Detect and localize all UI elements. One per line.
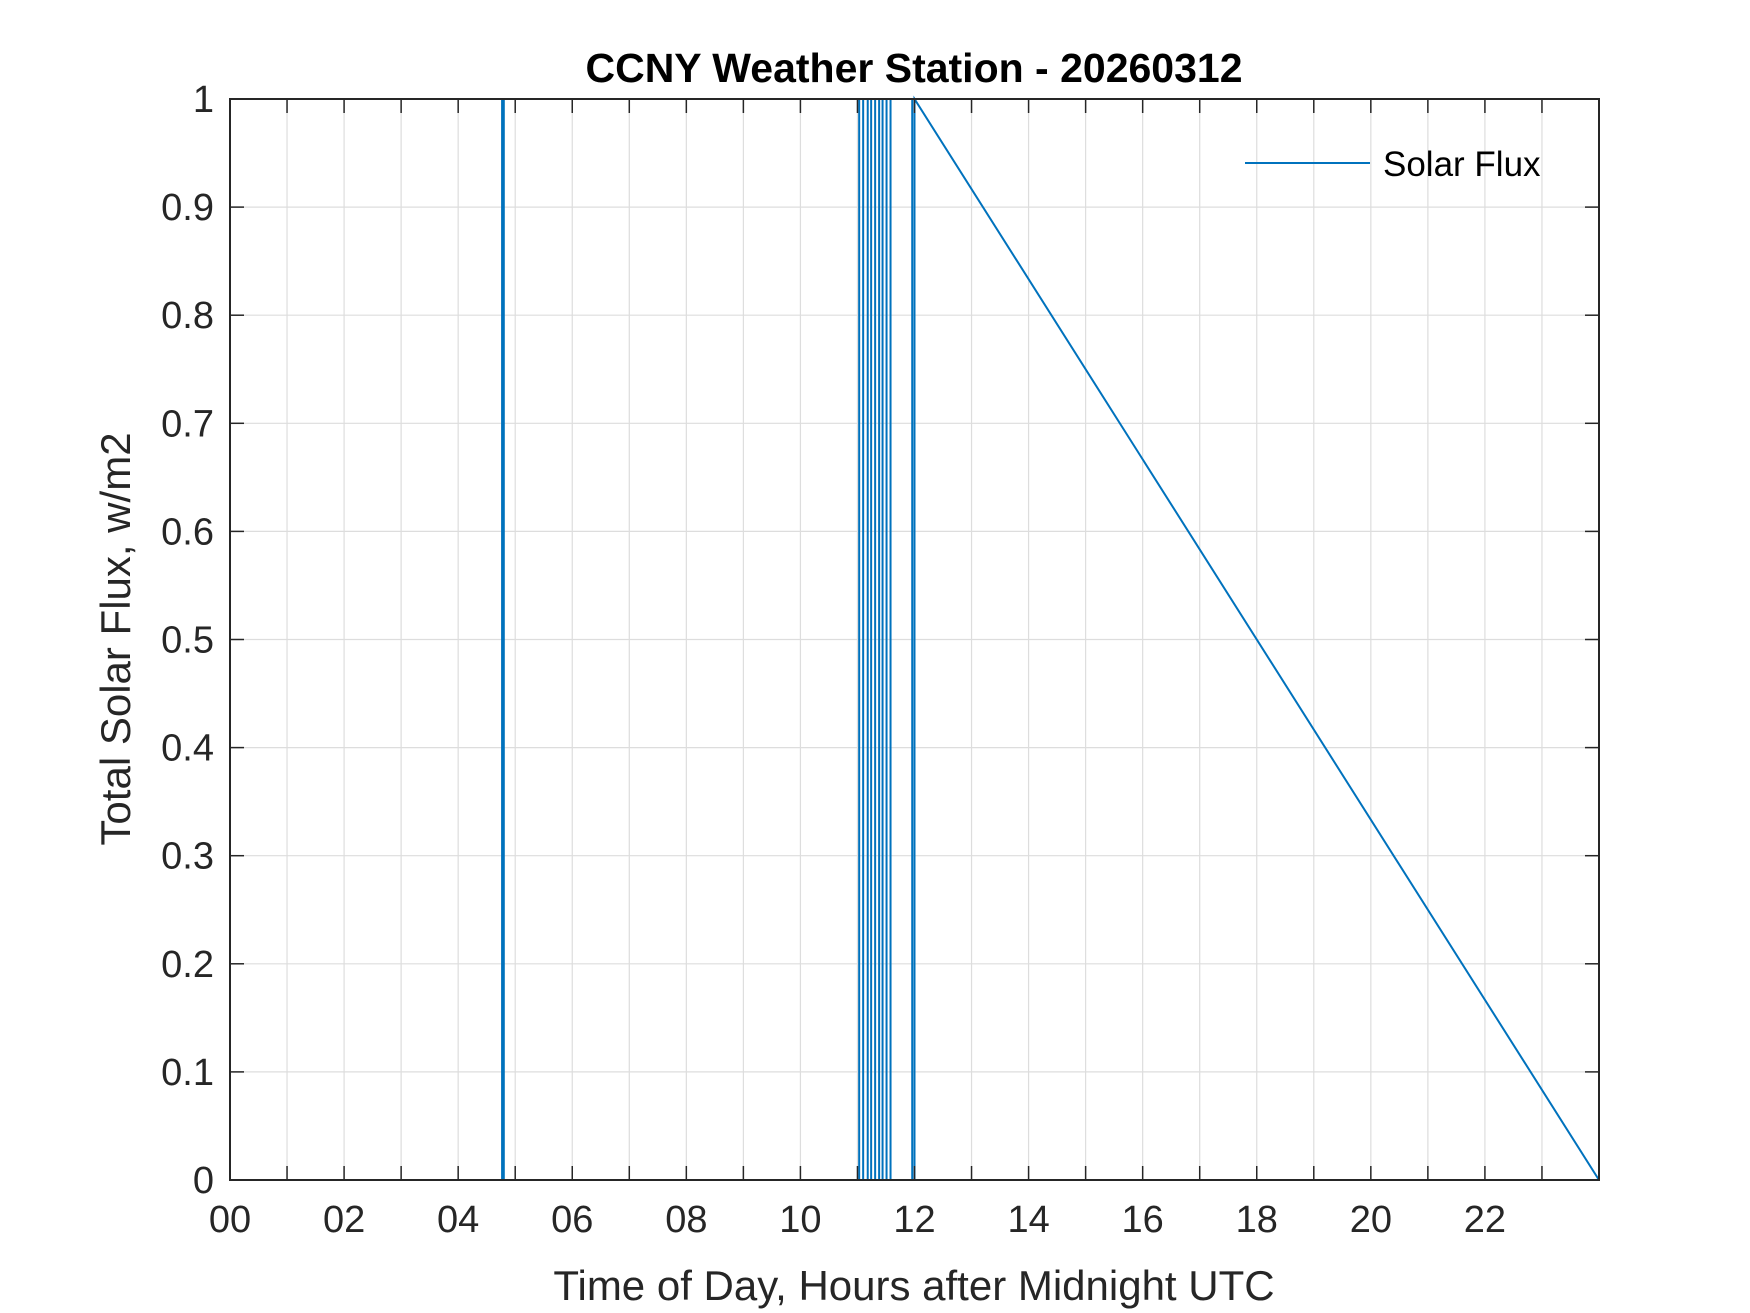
- y-tick-label: 0.9: [161, 187, 214, 229]
- y-tick-label: 0.1: [161, 1052, 214, 1094]
- y-tick-label: 0.8: [161, 295, 214, 337]
- x-tick-label: 18: [1236, 1199, 1278, 1241]
- y-tick-labels: 0 0.1 0.2 0.3 0.4 0.5 0.6 0.7 0.8 0.9 1: [161, 79, 214, 1202]
- legend-label-solar-flux: Solar Flux: [1383, 145, 1541, 184]
- y-tick-label: 0.3: [161, 836, 214, 878]
- x-tick-labels: 00 02 04 06 08 10 12 14 16 18 20 22: [209, 1199, 1506, 1241]
- y-tick-label: 0.7: [161, 403, 214, 445]
- x-tick-label: 00: [209, 1199, 251, 1241]
- tick-marks: [229, 98, 1600, 1181]
- x-tick-label: 02: [323, 1199, 365, 1241]
- y-tick-label: 1: [193, 79, 214, 121]
- x-tick-label: 06: [551, 1199, 593, 1241]
- y-tick-label: 0.6: [161, 511, 214, 553]
- x-tick-label: 22: [1464, 1199, 1506, 1241]
- x-tick-label: 12: [893, 1199, 935, 1241]
- x-tick-label: 10: [779, 1199, 821, 1241]
- x-tick-label: 14: [1007, 1199, 1049, 1241]
- y-tick-label: 0.2: [161, 944, 214, 986]
- y-tick-label: 0: [193, 1160, 214, 1202]
- x-axis-label: Time of Day, Hours after Midnight UTC: [553, 1262, 1274, 1309]
- y-tick-label: 0.5: [161, 620, 214, 662]
- legend: Solar Flux: [1245, 145, 1541, 184]
- y-tick-label: 0.4: [161, 728, 214, 770]
- y-axis-label: Total Solar Flux, w/m2: [92, 432, 139, 845]
- x-tick-label: 08: [665, 1199, 707, 1241]
- x-tick-label: 04: [437, 1199, 479, 1241]
- chart-title: CCNY Weather Station - 20260312: [585, 45, 1242, 91]
- x-tick-label: 20: [1350, 1199, 1392, 1241]
- x-tick-label: 16: [1122, 1199, 1164, 1241]
